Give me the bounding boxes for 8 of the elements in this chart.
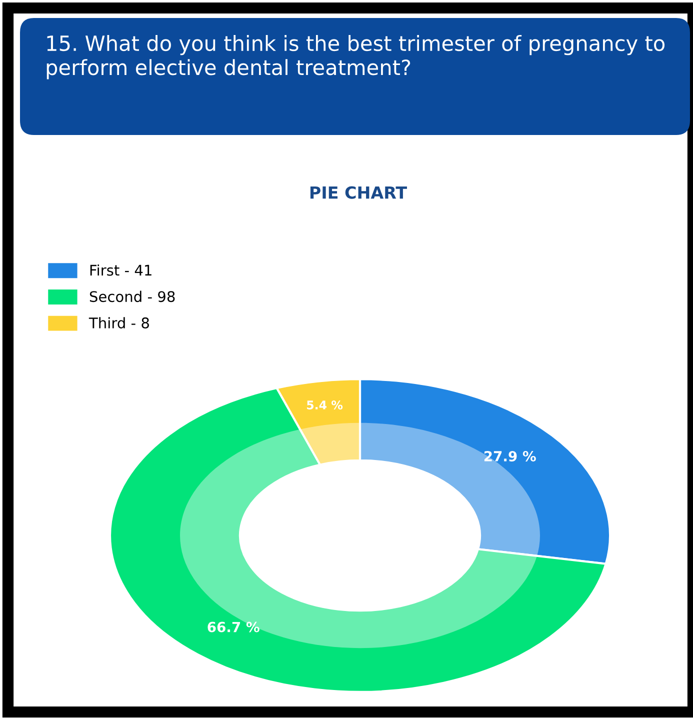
legend-label: Second - 98 [90, 290, 175, 302]
data-label: 5.4 % [307, 400, 343, 410]
data-label: 66.7 % [208, 622, 260, 632]
chart-subtitle: PIE CHART [310, 186, 407, 199]
chart-title: 15. What do you think is the best trimester of pregnancy to perform elective dental treatment? [46, 35, 665, 80]
legend-label: First - 41 [90, 264, 152, 276]
data-label: 27.9 % [484, 450, 536, 462]
legend-label: Third - 8 [88, 317, 149, 328]
